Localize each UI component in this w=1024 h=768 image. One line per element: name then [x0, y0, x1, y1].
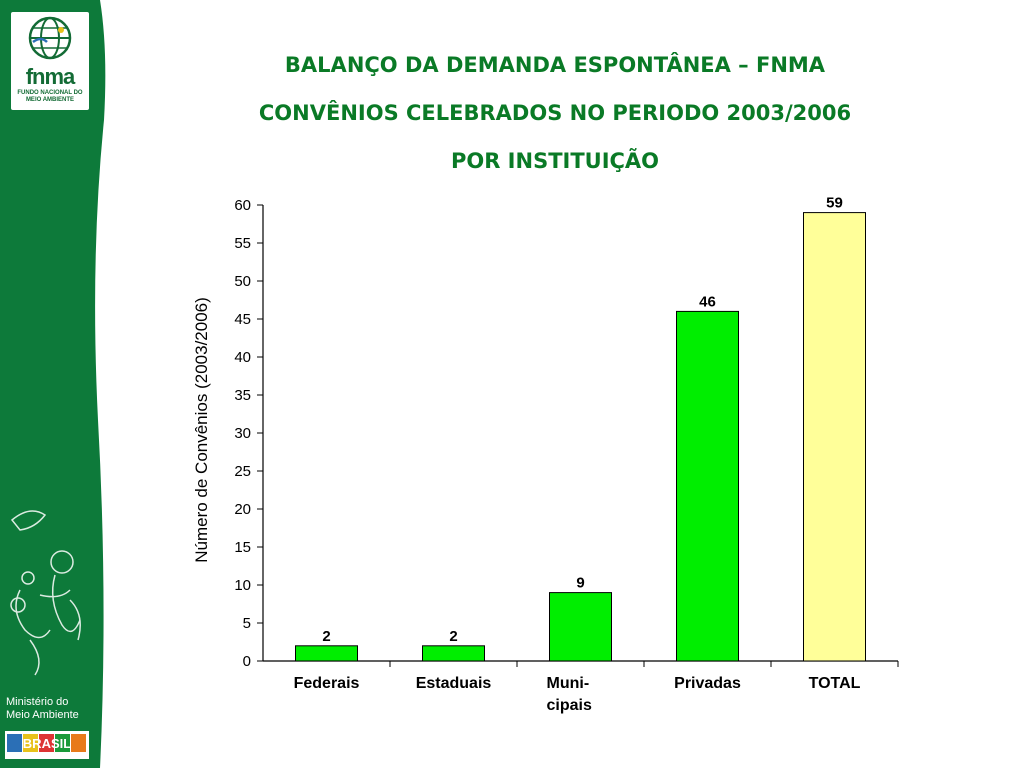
- globe-icon: [28, 16, 72, 60]
- y-tick-label: 5: [243, 615, 251, 632]
- data-label: 59: [826, 195, 843, 212]
- x-tick-label: Estaduais: [416, 675, 492, 692]
- x-tick-label: Muni-: [547, 675, 590, 692]
- svg-text:BRASIL: BRASIL: [23, 736, 71, 751]
- y-tick-label: 35: [234, 387, 251, 404]
- chart-title-line-1: BALANÇO DA DEMANDA ESPONTÂNEA – FNMA: [284, 53, 826, 77]
- fnma-logo: fnma FUNDO NACIONAL DO MEIO AMBIENTE: [11, 12, 89, 110]
- bar: [803, 212, 866, 662]
- y-tick-label: 55: [234, 235, 251, 252]
- y-tick-label: 40: [234, 349, 251, 366]
- chart-title-line-2: CONVÊNIOS CELEBRADOS NO PERIODO 2003/200…: [258, 101, 852, 125]
- y-tick-label: 0: [243, 653, 251, 670]
- decorative-drawing-icon: [10, 510, 81, 676]
- y-tick-label: 30: [234, 425, 251, 442]
- brasil-logo: BRASIL: [5, 731, 89, 759]
- data-label: 2: [449, 628, 457, 645]
- y-tick-label: 50: [234, 273, 251, 290]
- y-tick-label: 10: [234, 577, 251, 594]
- bar: [422, 645, 485, 662]
- x-tick-label: cipais: [547, 697, 592, 714]
- data-label: 2: [322, 628, 330, 645]
- chart-title-line-3: POR INSTITUIÇÃO: [450, 149, 660, 173]
- y-tick-label: 45: [234, 311, 251, 328]
- ministry-label: Ministério do Meio Ambiente: [6, 696, 79, 721]
- bar: [295, 645, 358, 662]
- y-tick-label: 60: [234, 197, 251, 214]
- x-tick-label: Federais: [294, 675, 360, 692]
- y-tick-label: 20: [234, 501, 251, 518]
- data-label: 9: [576, 575, 584, 592]
- y-tick-label: 15: [234, 539, 251, 556]
- data-label: 46: [699, 293, 716, 310]
- y-tick-label: 25: [234, 463, 251, 480]
- sidebar: fnma FUNDO NACIONAL DO MEIO AMBIENTE Min…: [0, 0, 112, 768]
- bar: [676, 310, 739, 662]
- sidebar-decoration: [10, 0, 112, 768]
- logo-name: fnma: [25, 64, 76, 89]
- x-tick-label: TOTAL: [809, 675, 861, 692]
- bar: [549, 592, 612, 662]
- x-tick-label: Privadas: [674, 675, 741, 692]
- logo-subtitle: FUNDO NACIONAL DO MEIO AMBIENTE: [17, 90, 83, 103]
